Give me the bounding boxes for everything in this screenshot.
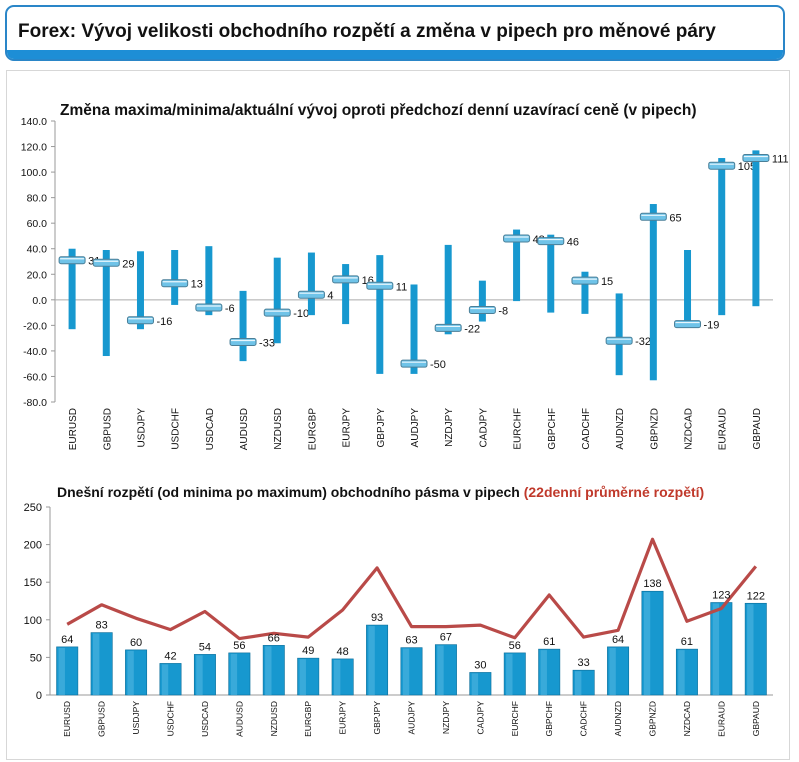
charts-panel <box>6 70 790 760</box>
page-title: Forex: Vývoj velikosti obchodního rozpět… <box>18 21 716 42</box>
header-accent-bar <box>7 50 783 59</box>
header-box: Forex: Vývoj velikosti obchodního rozpět… <box>5 5 785 61</box>
